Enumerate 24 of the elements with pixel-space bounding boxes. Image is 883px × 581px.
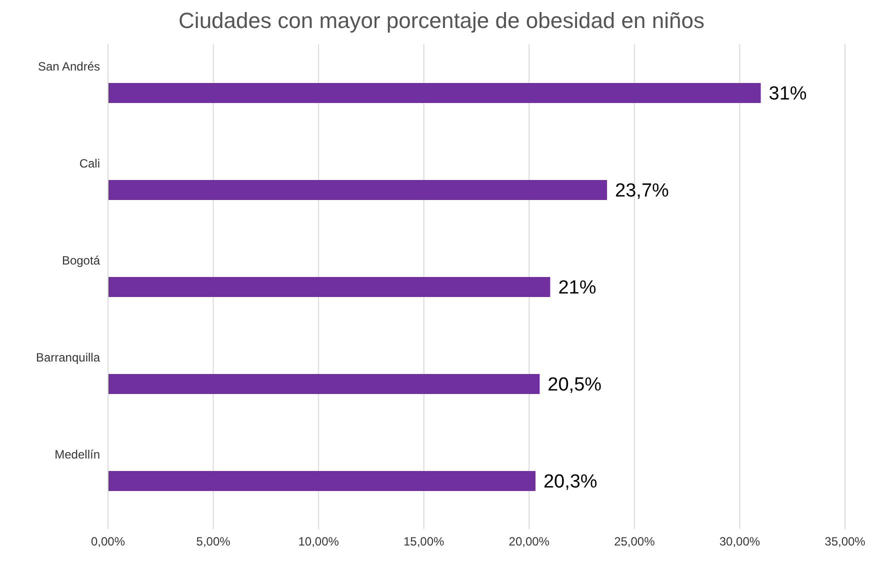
chart-title: Ciudades con mayor porcentaje de obesidad en niños bbox=[178, 8, 706, 34]
data-label: 20,5% bbox=[548, 374, 602, 396]
x-tick-label: 15,00% bbox=[404, 534, 445, 549]
data-label: 31% bbox=[768, 84, 807, 105]
y-tick-label: Cali bbox=[79, 156, 100, 170]
x-tick-label: 30,00% bbox=[719, 534, 760, 549]
x-tick-label: 25,00% bbox=[614, 534, 656, 549]
y-tick-label: Bogotá bbox=[62, 254, 100, 268]
y-tick-label: Barranquilla bbox=[36, 350, 100, 364]
x-tick-label: 35,00% bbox=[824, 534, 866, 549]
bar bbox=[108, 471, 536, 491]
x-tick-label: 20,00% bbox=[508, 534, 550, 549]
x-tick-label: 0,00% bbox=[90, 534, 126, 549]
bar bbox=[108, 277, 550, 297]
bar bbox=[108, 83, 761, 103]
x-tick-label: 5,00% bbox=[196, 534, 231, 549]
x-tick-label: 10,00% bbox=[298, 534, 340, 549]
bar bbox=[108, 374, 540, 394]
bar bbox=[108, 180, 608, 200]
y-tick-label: Medellín bbox=[54, 448, 100, 462]
y-tick-label: San Andrés bbox=[38, 60, 100, 74]
data-label: 23,7% bbox=[615, 180, 670, 202]
data-label: 20,3% bbox=[543, 472, 598, 493]
data-label: 21% bbox=[558, 278, 596, 299]
